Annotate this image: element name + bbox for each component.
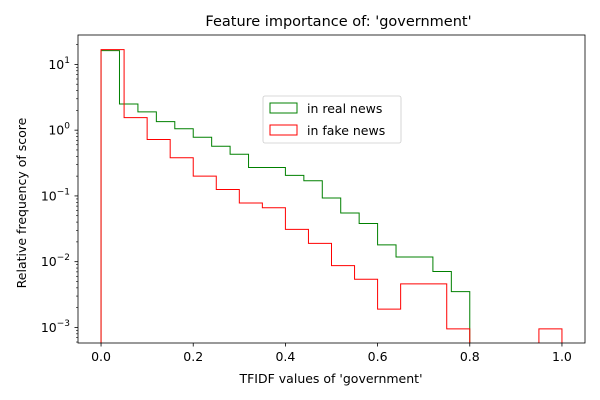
- y-tick-label: 100: [48, 122, 70, 138]
- plot-area: [100, 49, 563, 343]
- y-tick-label: 10−3: [41, 319, 70, 335]
- y-tick-label: 10−2: [41, 253, 70, 269]
- x-tick-label: 0.2: [183, 349, 203, 364]
- x-tick-label: 1.0: [552, 349, 572, 364]
- x-axis-label: TFIDF values of 'government': [238, 371, 422, 386]
- legend-label-fake-news: in fake news: [307, 123, 385, 138]
- x-tick-label: 0.8: [460, 349, 480, 364]
- legend-swatch-real-news: [269, 102, 298, 114]
- series-line-fake-news: [100, 49, 563, 343]
- x-tick-label: 0.6: [368, 349, 388, 364]
- legend-label-real-news: in real news: [307, 101, 382, 116]
- series-line-real-news: [100, 50, 471, 343]
- plot-frame: [77, 34, 586, 344]
- x-tick-label: 0.0: [91, 349, 111, 364]
- y-axis-label: Relative frequency of score: [14, 117, 29, 288]
- series-group: [100, 49, 563, 343]
- chart-title: Feature importance of: 'government': [205, 14, 471, 30]
- axes: 0.0 0.2 0.4 0.6 0.8 1.0 101 100 10−1 10−2 10−3: [41, 34, 586, 364]
- legend-swatch-fake-news: [269, 124, 298, 136]
- y-tick-label: 10−1: [41, 187, 70, 203]
- legend: in real news in fake news: [262, 95, 402, 144]
- y-tick-label: 101: [48, 56, 70, 72]
- x-tick-label: 0.4: [275, 349, 295, 364]
